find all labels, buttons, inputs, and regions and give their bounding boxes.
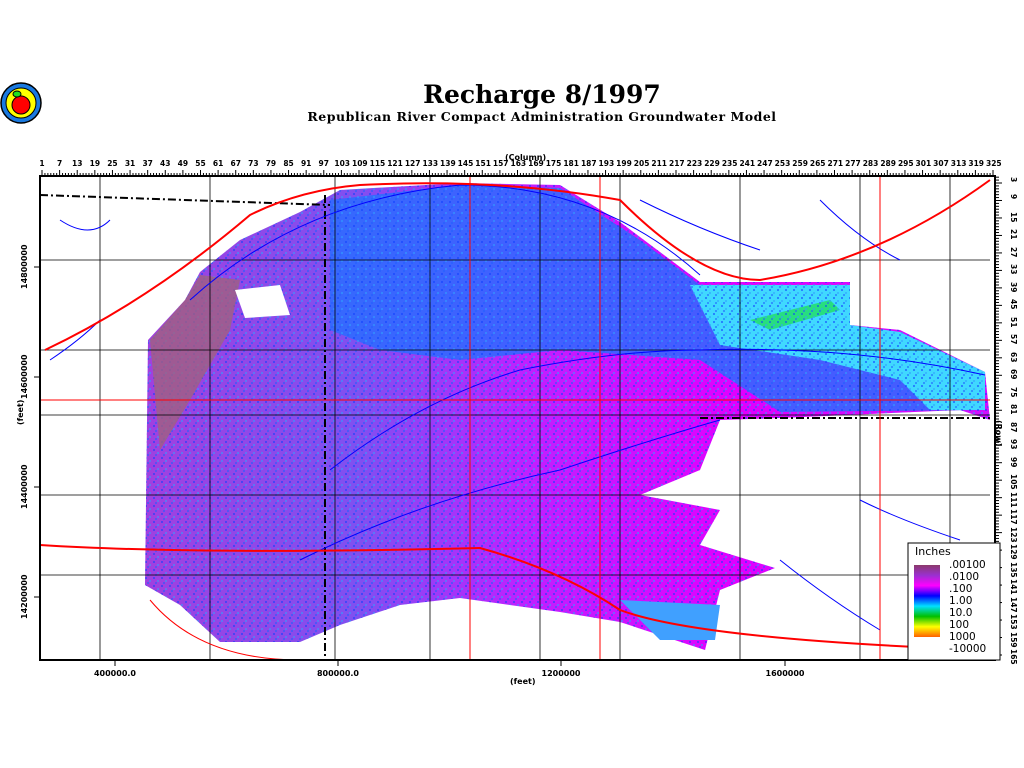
column-tick-label: 265 [809,159,826,168]
apple-seal-logo [0,82,42,124]
column-tick-label: 187 [580,159,597,168]
column-tick-label: 151 [475,159,491,168]
column-tick-label: 115 [369,159,386,168]
logo [0,80,44,128]
column-tick-label: 211 [651,159,668,168]
column-tick-label: 313 [950,159,967,168]
column-tick-label: 97 [318,159,329,168]
x-tick-label: 800000.0 [316,669,359,678]
column-tick-label: 235 [721,159,738,168]
column-axis-label: (Column) [505,153,547,162]
x-tick-label: 1600000 [765,669,805,678]
column-tick-label: 229 [704,159,720,168]
column-tick-label: 169 [528,159,544,168]
legend-label: -10000 [949,643,987,655]
column-tick-label: 157 [492,159,509,168]
column-tick-label: 217 [669,159,685,168]
rivers [49,184,986,631]
column-tick-label: 109 [352,159,368,168]
column-tick-label: 49 [177,159,189,168]
brown-recharge-zone [150,275,240,450]
column-tick-label: 295 [897,159,914,168]
x-axis-label: (feet) [510,677,536,686]
column-tick-label: 241 [739,159,756,168]
legend-label: .100 [949,583,973,595]
column-tick-label: 31 [124,159,136,168]
page-title: Recharge 8/1997 [423,80,661,109]
column-tick-label: 43 [160,159,171,168]
column-tick-label: 1 [39,159,45,168]
page-subtitle: Republican River Compact Administration … [307,109,777,124]
column-tick-label: 325 [986,159,1002,168]
column-tick-label: 277 [845,159,861,168]
column-tick-label: 283 [862,159,879,168]
column-tick-label: 73 [248,159,259,168]
column-tick-label: 127 [404,159,421,168]
column-tick-label: 271 [827,159,844,168]
column-tick-label: 55 [195,159,206,168]
legend-label: 1000 [949,631,976,643]
legend-label: 1.00 [949,595,973,607]
roads [39,176,991,661]
column-tick-label: 175 [545,159,562,168]
column-tick-label: 259 [792,159,808,168]
column-tick-label: 13 [72,159,83,168]
column-tick-label: 193 [598,159,615,168]
column-tick-label: 163 [510,159,527,168]
column-tick-label: 19 [89,159,101,168]
column-tick-label: 25 [107,159,118,168]
column-tick-label: 121 [387,159,403,168]
column-tick-label: 319 [968,159,985,168]
column-tick-label: 85 [283,159,294,168]
county-grid [39,176,990,660]
column-tick-label: 91 [300,159,312,168]
legend-title: Inches [915,545,951,558]
x-tick-label: 1200000 [541,669,581,678]
legend-label: 100 [949,619,970,631]
column-tick-label: 79 [265,159,277,168]
legend-colorbar [914,565,940,637]
south-blue-zone [620,600,720,640]
column-tick-label: 301 [915,159,932,168]
x-tick-label: 400000.0 [93,669,136,678]
legend-box [907,542,1001,661]
column-tick-label: 7 [57,159,63,168]
column-tick-label: 37 [142,159,153,168]
column-tick-label: 145 [457,159,474,168]
column-tick-label: 103 [334,159,351,168]
column-tick-label: 223 [686,159,703,168]
legend-label: .00100 [949,559,986,571]
column-tick-label: 289 [880,159,896,168]
column-tick-label: 67 [230,159,241,168]
column-tick-label: 253 [774,159,791,168]
column-tick-label: 247 [757,159,773,168]
column-tick-label: 199 [616,159,632,168]
legend-label: .0100 [949,571,980,583]
column-tick-label: 307 [933,159,949,168]
column-tick-label: 139 [440,159,456,168]
legend-label: 10.0 [949,607,973,619]
white-hole [235,285,290,318]
column-tick-label: 181 [563,159,579,168]
column-tick-label: 133 [422,159,439,168]
legend [907,542,1001,661]
column-tick-label: 61 [212,159,224,168]
axis-tick-marks [34,170,1002,666]
column-tick-label: 205 [633,159,650,168]
